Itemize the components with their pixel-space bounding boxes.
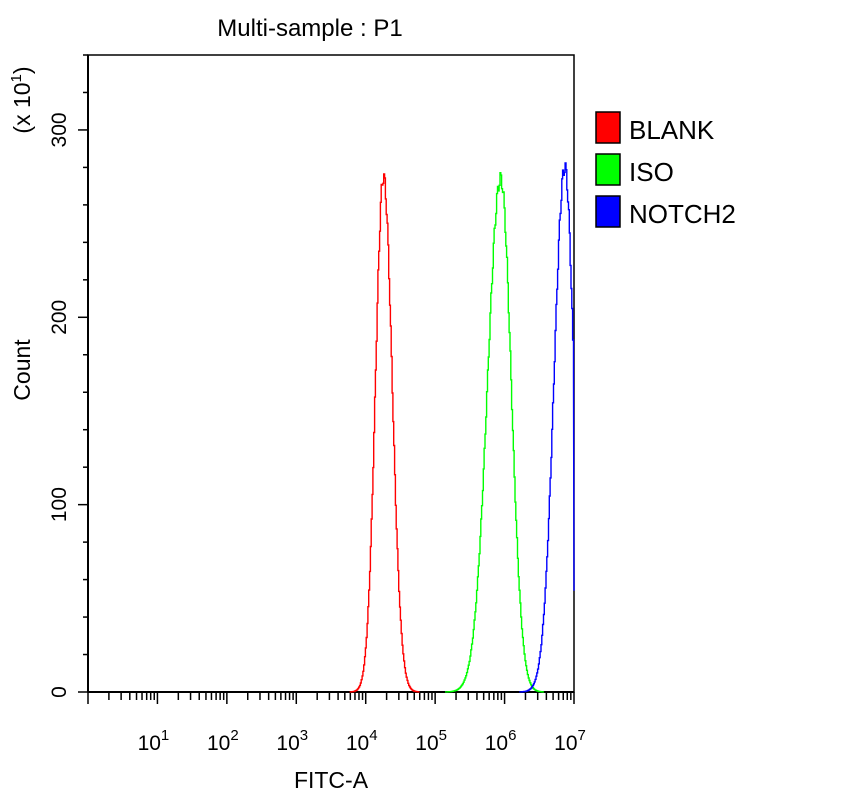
- y-tick-label-0: 0: [48, 686, 71, 698]
- legend-label-notch2: NOTCH2: [629, 199, 736, 229]
- x-tick-exp: 3: [300, 727, 308, 744]
- y-axis-ticks: 0 100 200 300: [48, 54, 88, 698]
- x-tick-label-1: 101: [138, 727, 170, 755]
- x-tick-base: 10: [346, 732, 369, 755]
- x-axis-label: FITC-A: [294, 767, 369, 793]
- x-tick-exp: 1: [161, 727, 169, 744]
- x-axis-ticks: 101 102 103 104 105 106 107: [87, 692, 586, 755]
- series-line-iso: [445, 171, 545, 693]
- series-group: [349, 162, 575, 693]
- series-line-blank: [349, 173, 420, 693]
- plot-frame: [87, 54, 575, 693]
- legend: BLANK ISO NOTCH2: [595, 111, 736, 229]
- plot-area: [87, 54, 575, 693]
- x-tick-exp: 5: [439, 727, 447, 744]
- legend-swatch-blank: [595, 111, 621, 144]
- legend-label-iso: ISO: [629, 157, 674, 187]
- x-tick-label-6: 106: [485, 727, 517, 755]
- x-tick-label-5: 105: [415, 727, 447, 755]
- y-tick-label-300: 300: [48, 112, 71, 147]
- legend-swatch-iso: [595, 153, 621, 186]
- x-tick-exp: 6: [508, 727, 516, 744]
- chart-title: Multi-sample : P1: [217, 15, 402, 42]
- x-tick-exp: 4: [369, 727, 377, 744]
- x-tick-base: 10: [276, 732, 299, 755]
- y-axis-label: Count: [9, 339, 35, 401]
- x-tick-label-7: 107: [554, 727, 586, 755]
- y-axis-label-group: Count (x 101): [8, 66, 35, 400]
- y-axis-multiplier-exp: 1: [8, 74, 25, 82]
- x-tick-base: 10: [415, 732, 438, 755]
- x-tick-label-2: 102: [207, 727, 239, 755]
- y-axis-multiplier-suffix: ): [9, 66, 35, 74]
- x-tick-exp: 2: [230, 727, 238, 744]
- y-axis-multiplier: (x 101): [8, 66, 35, 133]
- series-line-notch2: [519, 162, 575, 693]
- y-tick-label-200: 200: [48, 300, 71, 335]
- x-tick-label-3: 103: [276, 727, 308, 755]
- x-tick-base: 10: [485, 732, 508, 755]
- x-tick-exp: 7: [578, 727, 586, 744]
- y-axis-multiplier-prefix: (x 10: [9, 82, 35, 133]
- x-tick-base: 10: [554, 732, 577, 755]
- x-tick-base: 10: [138, 732, 161, 755]
- legend-label-blank: BLANK: [629, 115, 715, 145]
- y-tick-label-100: 100: [48, 487, 71, 522]
- legend-swatch-notch2: [595, 195, 621, 228]
- x-tick-base: 10: [207, 732, 230, 755]
- x-tick-label-4: 104: [346, 727, 378, 755]
